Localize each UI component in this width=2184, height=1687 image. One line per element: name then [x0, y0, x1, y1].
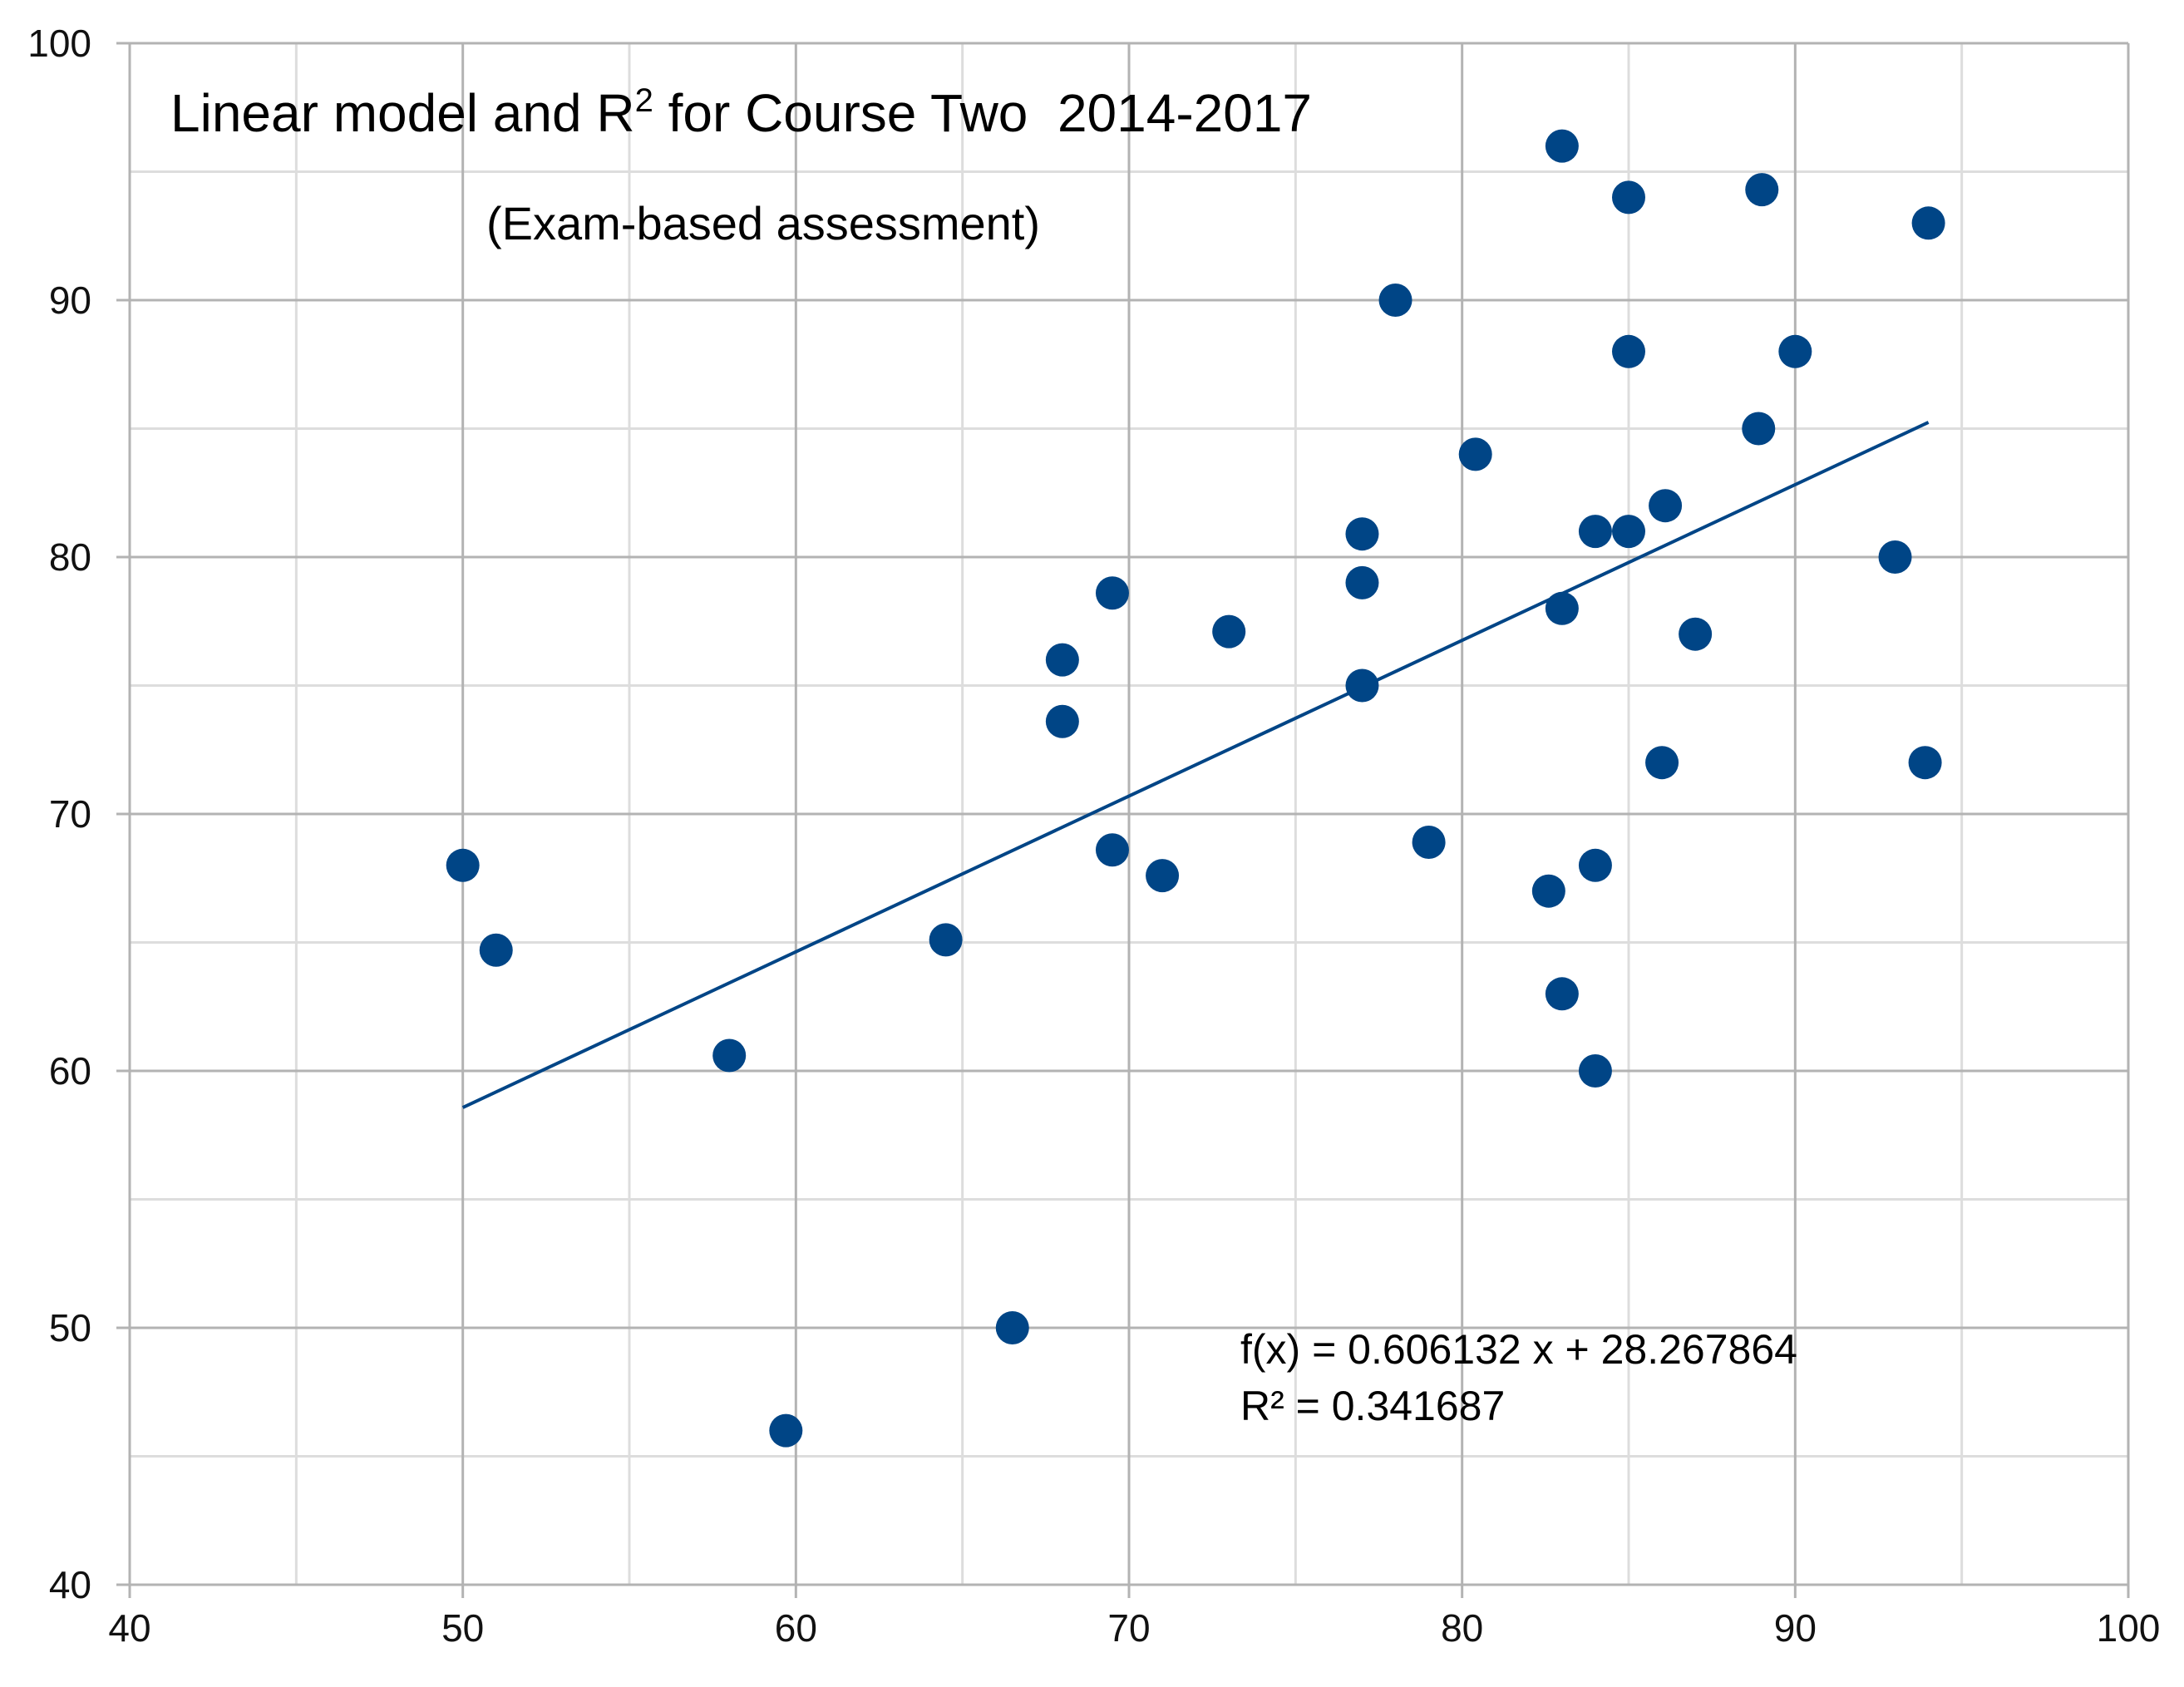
data-point: [1045, 643, 1079, 677]
x-tick-label: 80: [1441, 1606, 1483, 1650]
y-tick-label: 50: [49, 1306, 91, 1349]
chart-title: Linear model and R2 for Course Two 2014-…: [170, 82, 1312, 143]
x-tick-label: 70: [1107, 1606, 1150, 1650]
y-tick-label: 40: [49, 1563, 91, 1606]
chart-subtitle: (Exam-based assessment): [486, 197, 1040, 249]
data-point: [1878, 540, 1912, 574]
data-point: [1458, 437, 1492, 471]
data-point: [1908, 746, 1942, 780]
data-point: [1212, 614, 1246, 649]
data-point: [1545, 591, 1579, 625]
data-point: [446, 848, 480, 882]
axes: [116, 42, 2130, 1598]
data-point: [1778, 334, 1812, 368]
data-point: [1679, 617, 1713, 651]
data-point: [769, 1413, 803, 1448]
data-point: [1578, 848, 1612, 882]
data-point: [1612, 180, 1645, 215]
data-point: [995, 1311, 1029, 1344]
data-points: [446, 129, 1945, 1448]
y-tick-label: 80: [49, 535, 91, 579]
data-point: [1345, 668, 1379, 703]
data-point: [1745, 173, 1779, 207]
y-tick-label: 60: [49, 1049, 91, 1093]
data-point: [1742, 412, 1776, 446]
data-point: [1578, 1054, 1612, 1088]
tick-labels: 40 50 60 70 80 90 100 40 50 60 70 80 90 100: [27, 22, 2160, 1650]
trendline-equation: f(x) = 0.606132 x + 28.267864: [1240, 1326, 1797, 1373]
data-point: [479, 933, 513, 967]
data-point: [1612, 515, 1645, 549]
data-point: [1095, 576, 1129, 610]
x-tick-label: 60: [775, 1606, 817, 1650]
data-point: [1612, 334, 1645, 368]
x-tick-label: 90: [1774, 1606, 1817, 1650]
data-point: [1578, 515, 1612, 549]
y-tick-label: 70: [49, 792, 91, 836]
trendline: [461, 421, 1930, 1109]
y-tick-label: 90: [49, 279, 91, 322]
y-tick-label: 100: [27, 22, 91, 65]
data-point: [1531, 874, 1565, 908]
data-point: [1095, 833, 1129, 867]
x-tick-label: 50: [441, 1606, 484, 1650]
data-point: [1911, 206, 1945, 240]
data-point: [1645, 746, 1679, 780]
data-point: [1545, 977, 1579, 1011]
data-point: [1545, 129, 1579, 163]
r-squared-label: R² = 0.341687: [1240, 1383, 1505, 1429]
trendline-group: [461, 421, 1930, 1109]
data-point: [1045, 704, 1079, 738]
data-point: [712, 1038, 747, 1073]
data-point: [1649, 489, 1683, 523]
data-point: [1378, 284, 1412, 317]
x-tick-label: 40: [108, 1606, 150, 1650]
data-point: [1146, 859, 1180, 893]
data-point: [929, 923, 963, 957]
x-tick-label: 100: [2097, 1606, 2161, 1650]
data-point: [1345, 565, 1379, 599]
data-point: [1412, 825, 1446, 859]
data-point: [1345, 517, 1379, 551]
